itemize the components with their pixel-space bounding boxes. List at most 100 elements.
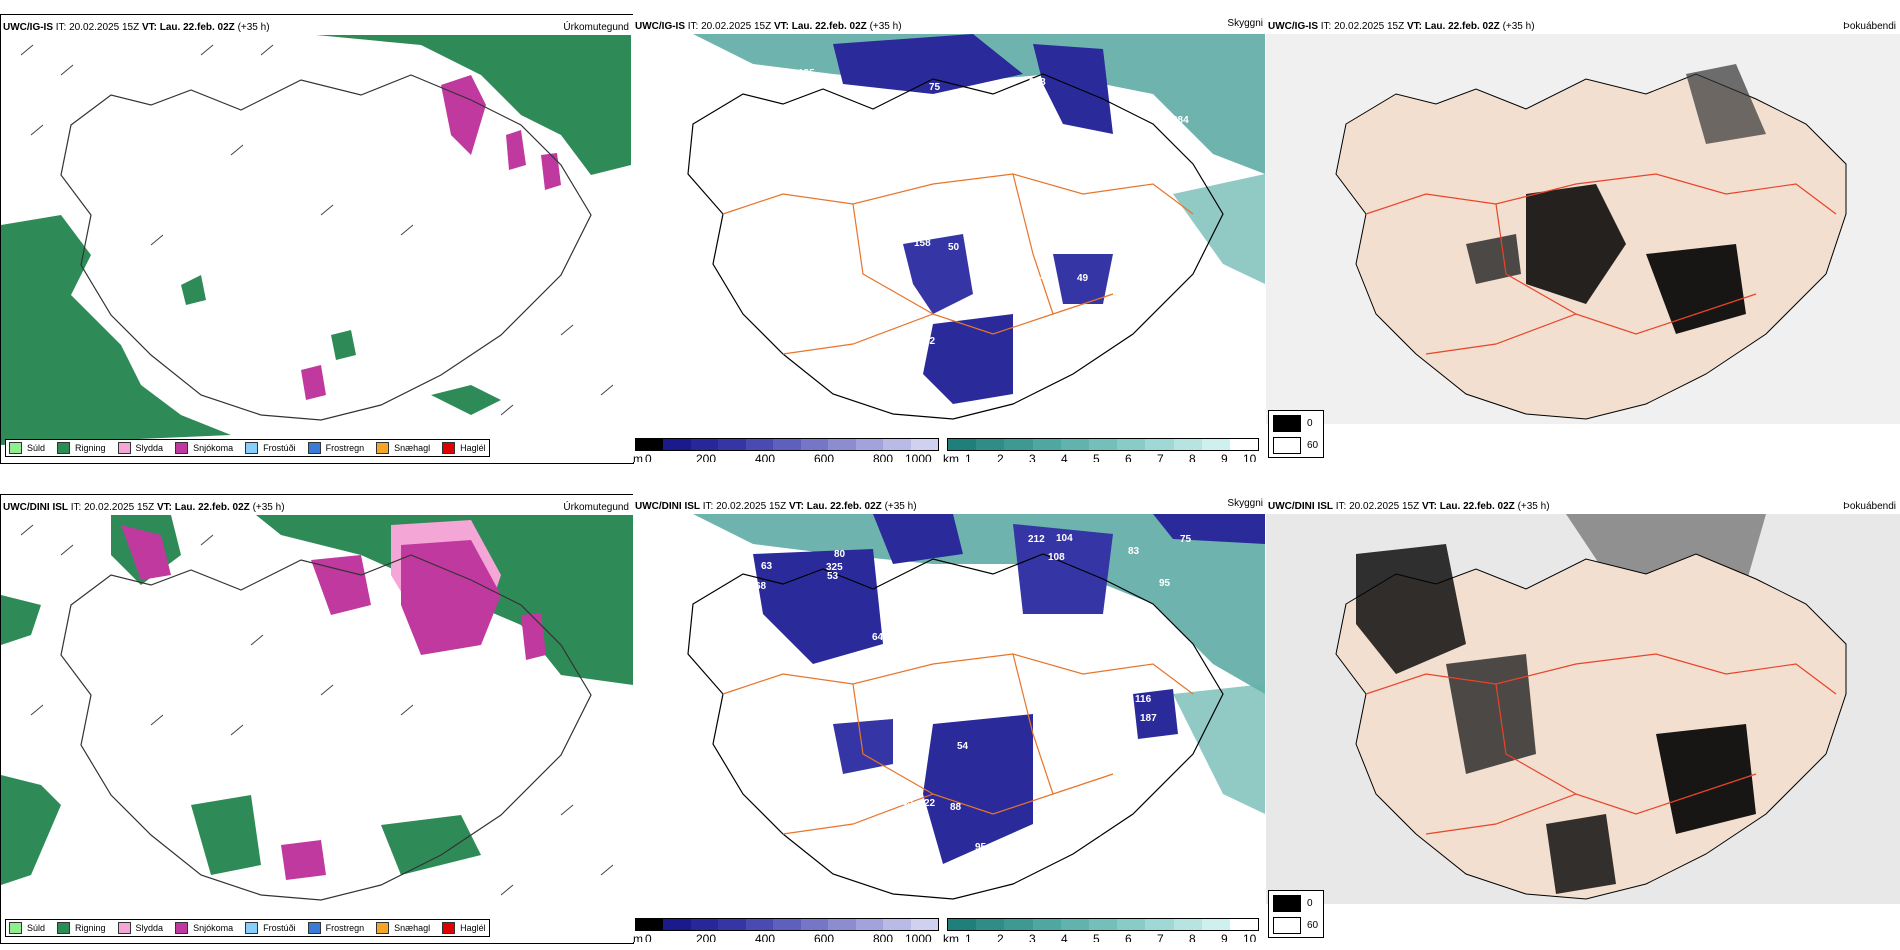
rain-area: [431, 385, 501, 415]
ceiling-label: 68: [755, 581, 767, 592]
ceiling-label: 72: [1064, 759, 1076, 770]
legend-swatch: [307, 442, 321, 454]
legend-swatch: [175, 442, 189, 454]
fog-area: [1446, 654, 1536, 774]
ceiling-label: 187: [1140, 713, 1157, 724]
ceiling-label: 284: [1172, 115, 1189, 126]
ceiling-label: 54: [957, 741, 969, 752]
legend-swatch: [57, 922, 71, 934]
ceiling-area: [903, 234, 973, 314]
panel-title: Skyggni: [1227, 498, 1263, 509]
fog-map-bottom: [1266, 514, 1900, 904]
snow-area: [541, 153, 561, 190]
precip-legend: Súld Rigning Slydda Snjókoma Frostúði Fr…: [5, 439, 490, 457]
ceiling-colorbar: [635, 438, 939, 451]
ceiling-area: [833, 719, 893, 774]
legend-item: Súld: [9, 922, 45, 934]
ceiling-area: [1153, 514, 1265, 544]
ceiling-area: [1133, 689, 1178, 739]
ceiling-label: 83: [1128, 546, 1140, 557]
legend-swatch: [9, 922, 22, 934]
ceiling-label: 157: [1063, 727, 1080, 738]
panel-title: Þokuábendi: [1843, 21, 1896, 32]
legend-swatch: [376, 442, 390, 454]
fog-panel-bottom: UWC/DINI ISL IT: 20.02.2025 15Z VT: Lau.…: [1266, 494, 1900, 942]
legend-item: Snjókoma: [175, 922, 233, 934]
panel-header: UWC/IG-IS IT: 20.02.2025 15Z VT: Lau. 22…: [1268, 21, 1535, 32]
visibility-area: [1173, 174, 1265, 284]
legend-swatch: [442, 922, 456, 934]
visibility-area: [693, 514, 1265, 694]
legend-item: Haglél: [442, 922, 486, 934]
fog-area: [1526, 184, 1626, 304]
fog-map-top: [1266, 34, 1900, 424]
ceiling-label: 67: [803, 694, 815, 705]
ceiling-label: 63: [929, 200, 941, 211]
ceiling-label: 60: [1152, 832, 1164, 843]
ceiling-label: 158: [914, 238, 931, 249]
ceiling-label: 56: [1002, 188, 1014, 199]
legend-item: Slydda: [117, 442, 163, 454]
ceiling-label: 22: [924, 798, 936, 809]
panel-header: UWC/DINI ISL IT: 20.02.2025 15Z VT: Lau.…: [1268, 501, 1550, 512]
legend-item: Frostúði: [245, 442, 296, 454]
legend-item: Slydda: [117, 922, 163, 934]
ceiling-label: 96: [976, 163, 988, 174]
ceiling-label: 48: [923, 220, 935, 231]
precip-type-panel-bottom: UWC/DINI ISL IT: 20.02.2025 15Z VT: Lau.…: [0, 494, 634, 944]
legend-item: Snæhagl: [376, 922, 430, 934]
legend-swatch: [1273, 436, 1301, 454]
island-outline: [60, 554, 592, 901]
panel-header: UWC/IG-IS IT: 20.02.2025 15Z VT: Lau. 22…: [3, 22, 270, 33]
ceiling-label: 49: [811, 760, 823, 771]
ceiling-label: 251: [1068, 749, 1085, 760]
cloud-vis-map-top: 50 115 112 109 111 116 203 517 129 130 195 91 10 284 1…: [687, 34, 1265, 420]
ceiling-label: 114: [1035, 146, 1052, 157]
precip-legend: Súld Rigning Slydda Snjókoma Frostúði Fr…: [5, 919, 490, 937]
legend-swatch: [57, 442, 71, 454]
ceiling-label: 325: [826, 562, 843, 573]
fog-area: [1466, 234, 1521, 284]
rain-area: [181, 275, 206, 305]
ceiling-label: 108: [1037, 805, 1054, 816]
ceiling-area: [833, 34, 1023, 94]
wind-barbs: [20, 524, 614, 896]
legend-swatch: [117, 922, 131, 934]
ceiling-label: 130: [982, 217, 999, 228]
fog-area: [1546, 814, 1616, 894]
ceiling-label: 93: [904, 630, 916, 641]
ceiling-area: [1013, 524, 1113, 614]
island-outline: [60, 74, 592, 421]
panel-header: UWC/DINI ISL IT: 20.02.2025 15Z VT: Lau.…: [635, 501, 917, 512]
ceiling-label: 64: [872, 632, 884, 643]
panel-title: Úrkomutegund: [563, 22, 629, 33]
legend-item: Frostregn: [307, 922, 364, 934]
visibility-area: [1173, 684, 1265, 814]
snow-area: [121, 525, 171, 580]
road-network: [1365, 173, 1837, 355]
ceiling-area: [753, 549, 883, 664]
visibility-colorbar: [947, 918, 1259, 931]
road-network: [722, 173, 1194, 355]
legend-swatch: [245, 922, 259, 934]
rain-area: [1, 775, 61, 885]
ceiling-label: 10: [771, 202, 783, 213]
ceiling-label: 39: [761, 783, 773, 794]
precip-map-top: [1, 35, 631, 445]
ceiling-label: 108: [1048, 552, 1065, 563]
ceiling-label: 84: [927, 130, 939, 141]
ceiling-label: 111: [996, 191, 1012, 202]
ceiling-label: 84: [782, 770, 794, 781]
rain-area: [381, 815, 481, 875]
fog-area: [1656, 724, 1756, 834]
visibility-area: [693, 34, 1265, 174]
ceiling-label: 517: [952, 131, 969, 142]
ceiling-label: 70: [787, 314, 799, 325]
road-network: [722, 653, 1194, 835]
precip-type-panel-top: UWC/IG-IS IT: 20.02.2025 15Z VT: Lau. 22…: [0, 14, 634, 464]
legend-swatch: [376, 922, 390, 934]
ceiling-label: 94: [828, 352, 840, 363]
ceiling-label: 53: [827, 571, 839, 582]
ceiling-label: 109: [751, 350, 768, 361]
ceiling-label: 104: [1056, 533, 1073, 544]
